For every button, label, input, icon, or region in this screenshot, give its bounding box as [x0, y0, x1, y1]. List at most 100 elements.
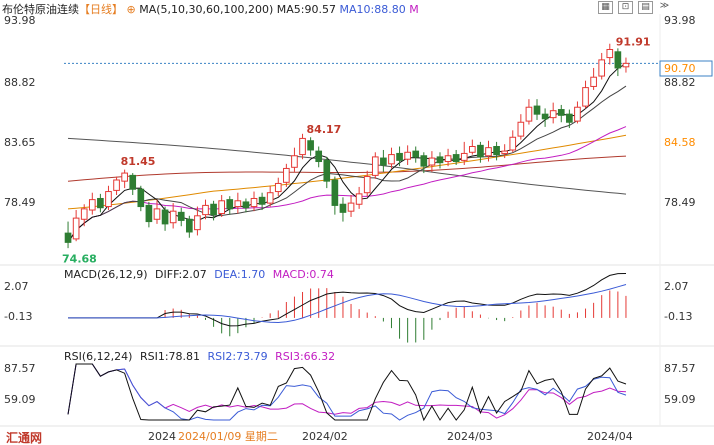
- candle-body: [501, 150, 509, 154]
- candle-body: [493, 146, 500, 156]
- candle-body: [477, 144, 484, 158]
- candle-body: [396, 152, 403, 161]
- rsi-header: RSI(6,12,24) RSI1:78.81 RSI2:73.79 RSI3:…: [64, 350, 335, 363]
- candle-body: [557, 109, 565, 116]
- candle-body: [444, 155, 452, 163]
- candle-body: [307, 140, 314, 151]
- price-tick-right-1: 93.98: [664, 14, 696, 27]
- candle-body: [169, 210, 177, 224]
- candle-body: [371, 156, 379, 176]
- candle-body: [574, 106, 581, 122]
- candle-body: [153, 208, 161, 220]
- candle-body: [606, 48, 614, 59]
- candle-body: [113, 179, 120, 191]
- candle-body: [185, 218, 193, 233]
- candle-body: [283, 167, 290, 183]
- time-axis-label-4: 2024/03: [447, 430, 493, 443]
- candle-body: [380, 157, 387, 166]
- candle-body: [242, 201, 250, 209]
- candle-body: [355, 193, 363, 205]
- candle-body: [436, 156, 444, 164]
- candle-body: [88, 199, 96, 211]
- candle-body: [80, 208, 88, 220]
- ma5-line: [67, 63, 627, 243]
- candle-body: [177, 211, 185, 221]
- time-axis-label-3: 2024/02: [302, 430, 348, 443]
- candle-body: [509, 136, 517, 151]
- fullscreen-icon[interactable]: ⊡: [618, 1, 633, 14]
- layout-icon[interactable]: ▤: [638, 1, 653, 14]
- macd-value: MACD:0.74: [273, 268, 334, 281]
- ma5-value: MA5:90.57: [276, 3, 336, 16]
- price-tick-left-4: 78.49: [4, 196, 36, 209]
- rsi-tick-left-2: 59.09: [4, 393, 36, 406]
- ma-config-label[interactable]: MA(5,10,30,60,100,200): [139, 3, 274, 16]
- ma10-value: MA10:88.80: [339, 3, 406, 16]
- candle-body: [468, 146, 476, 153]
- candle-body: [566, 113, 573, 123]
- candle-body: [388, 154, 395, 165]
- price-tick-right-2: 88.82: [664, 76, 696, 89]
- rsi2-line: [67, 363, 627, 421]
- candle-body: [339, 203, 347, 213]
- price-tick-right-3: 84.58: [664, 136, 696, 149]
- rsi3-value: RSI3:66.32: [275, 350, 335, 363]
- price-tick-left-2: 88.82: [4, 76, 36, 89]
- macd-dea: DEA:1.70: [214, 268, 265, 281]
- time-axis-label-1: 2024: [148, 430, 176, 443]
- candle-body: [137, 188, 145, 208]
- price-annotation-3: 81.45: [121, 155, 156, 168]
- candle-body: [258, 196, 266, 205]
- ma200-line: [67, 137, 627, 195]
- settings-icon[interactable]: ⊕: [126, 3, 136, 16]
- candle-body: [315, 150, 323, 163]
- ma100-line: [67, 155, 627, 182]
- grid-toggle-icon[interactable]: ▦: [598, 1, 613, 14]
- candle-body: [598, 59, 606, 77]
- candle-body: [64, 232, 72, 243]
- macd-tick-left-1: 2.07: [4, 280, 29, 293]
- candle-body: [412, 150, 420, 158]
- time-axis-label-2: 2024/01/09 星期二: [178, 430, 278, 443]
- candle-body: [274, 182, 282, 193]
- ma60-line: [67, 134, 627, 210]
- candle-body: [331, 179, 339, 206]
- candle-body: [363, 176, 371, 194]
- period-label[interactable]: 【日线】: [79, 3, 123, 16]
- rsi-tick-right-2: 59.09: [664, 393, 696, 406]
- candle-body: [485, 147, 492, 157]
- price-tick-right-4: 78.49: [664, 196, 696, 209]
- candle-body: [517, 121, 525, 137]
- macd-header: MACD(26,12,9) DIFF:2.07 DEA:1.70 MACD:0.…: [64, 268, 334, 281]
- candle-body: [460, 152, 468, 161]
- macd-dea-line: [68, 284, 627, 324]
- last-price-badge: 90.70: [664, 62, 696, 75]
- candle-body: [291, 155, 298, 168]
- price-annotation-1: 91.91: [616, 35, 651, 48]
- candle-body: [97, 197, 104, 209]
- instrument-title: 布伦特原油连续: [2, 3, 79, 16]
- candle-body: [614, 51, 622, 69]
- candle-body: [622, 62, 630, 68]
- candle-body: [234, 200, 242, 208]
- candle-body: [210, 203, 217, 216]
- candle-body: [226, 199, 234, 210]
- candle-body: [525, 106, 533, 122]
- price-tick-left-3: 83.65: [4, 136, 36, 149]
- candle-body: [541, 113, 549, 120]
- expand-right-icon[interactable]: ≫: [658, 1, 671, 12]
- candle-body: [121, 172, 128, 182]
- candle-body: [218, 200, 226, 214]
- rsi-label: RSI(6,12,24): [64, 350, 132, 363]
- macd-label: MACD(26,12,9): [64, 268, 148, 281]
- price-annotation-4: 74.68: [62, 252, 97, 265]
- chart-header: 布伦特原油连续【日线】 ⊕ MA(5,10,30,60,100,200) MA5…: [2, 1, 419, 17]
- candle-body: [452, 154, 460, 163]
- time-axis-label-5: 2024/04: [587, 430, 633, 443]
- candle-body: [323, 159, 331, 182]
- brand-logo: 汇通网: [6, 430, 42, 445]
- candle-body: [549, 110, 557, 119]
- candle-body: [194, 215, 201, 231]
- candle-body: [250, 197, 258, 208]
